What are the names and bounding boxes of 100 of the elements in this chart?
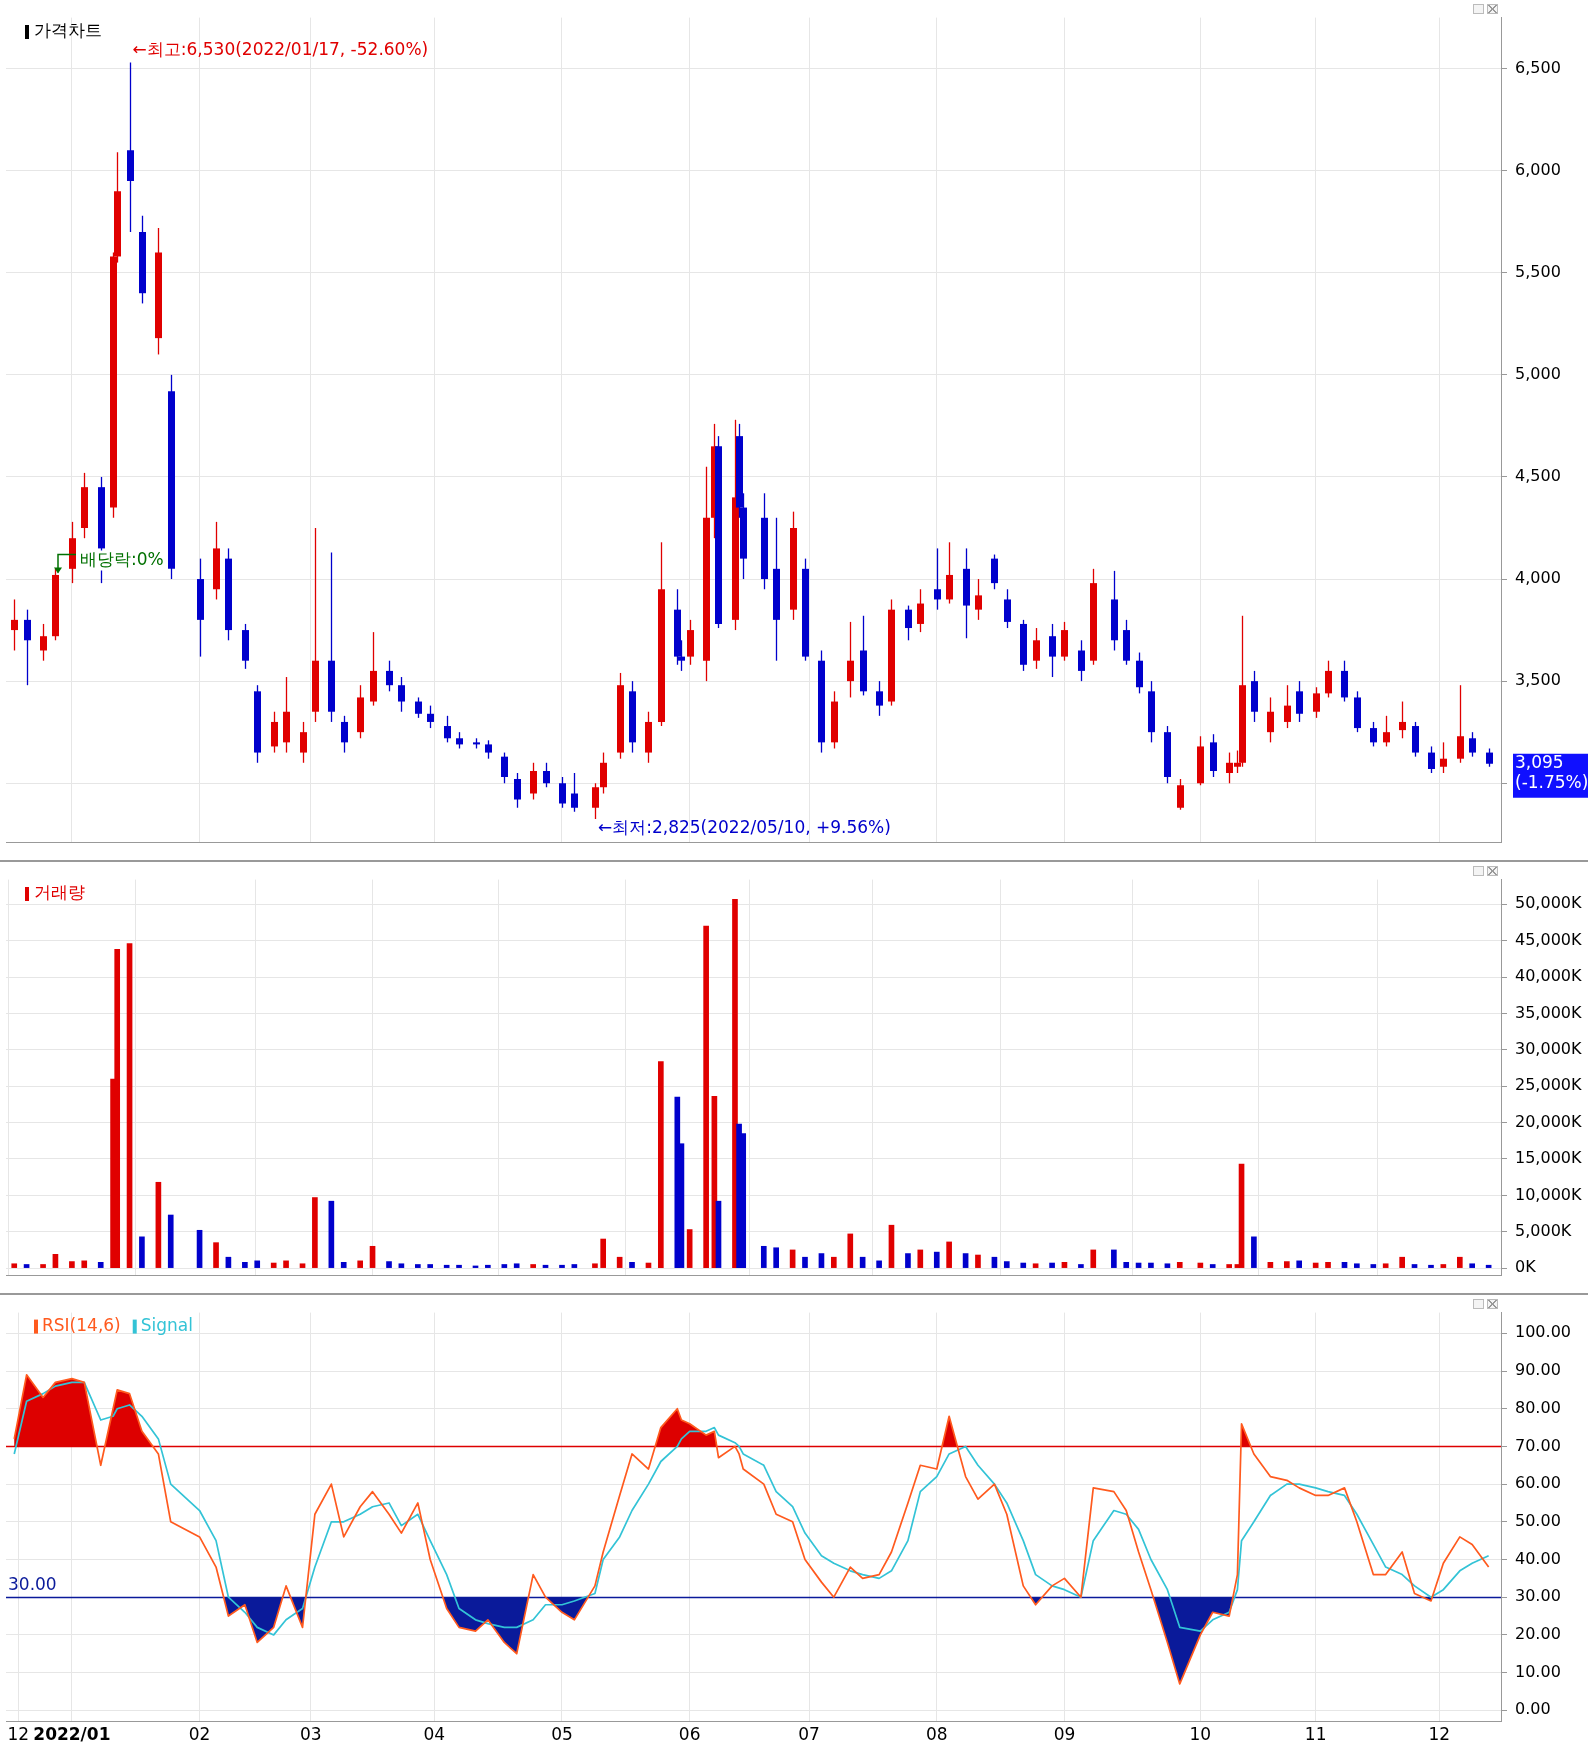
bar [69,1261,75,1268]
bar [283,1260,289,1268]
bar [1354,1263,1360,1268]
candlestick [847,621,854,699]
y-tick-label: 20,000K [1515,1111,1582,1131]
bar [97,1261,104,1268]
bar [1003,1261,1010,1268]
candlestick [398,676,405,713]
bar [530,1264,536,1268]
bar [559,1264,565,1268]
candlestick [1296,680,1303,723]
candlestick [1428,745,1435,774]
bar [1176,1261,1183,1268]
candlestick [341,715,348,754]
candlestick [485,739,492,760]
bar [1164,1263,1171,1268]
candlestick [876,680,883,717]
y-tick-label: 0K [1515,1257,1537,1277]
y-tick-label: 40,000K [1515,966,1582,986]
bar [299,1263,306,1268]
bar [312,1197,318,1268]
bar [962,1253,969,1268]
bar [501,1264,508,1268]
bar [254,1260,261,1268]
candlestick [1383,715,1390,748]
candlestick [24,609,31,686]
y-tick-label: 60.00 [1515,1473,1561,1493]
candlestick [1177,778,1184,811]
y-tick-label: 5,000 [1515,364,1561,384]
bar [905,1253,911,1268]
bar [1284,1261,1290,1268]
bar [658,1061,664,1268]
bar [830,1256,837,1268]
y-tick-label: 10.00 [1515,1661,1561,1681]
y-tick-label: 30,000K [1515,1039,1582,1059]
x-tick-label: 03 [299,1724,322,1745]
bar [427,1264,434,1268]
x-tick-label: 09 [1053,1724,1076,1745]
y-tick-label: 4,000 [1515,568,1561,588]
y-tick-label: 15,000K [1515,1148,1582,1168]
bar [1428,1264,1434,1268]
bar [1325,1261,1331,1268]
chart-title: 거래량 [34,882,85,903]
y-tick-label: 5,000K [1515,1220,1572,1240]
chart-title: 가격차트 [34,20,102,41]
bar [703,925,709,1268]
bar [876,1260,882,1268]
y-tick-label: 35,000K [1515,1002,1582,1022]
x-tick-label: 04 [423,1724,446,1745]
bar [485,1264,491,1268]
bar [1032,1263,1039,1268]
candlestick [1078,639,1085,682]
x-tick-label: 11 [1304,1724,1327,1745]
candlestick [1284,684,1291,729]
x-tick-label: 08 [925,1724,948,1745]
y-tick-label: 10,000K [1515,1184,1582,1204]
bar [802,1256,808,1268]
bar [443,1264,450,1268]
y-tick-label: 70.00 [1515,1435,1561,1455]
bar [242,1261,248,1268]
x-tick-label: 02 [188,1724,211,1745]
bar [386,1261,392,1268]
candlestick [1399,700,1406,739]
bar [23,1264,30,1268]
y-tick-label: 4,500 [1515,466,1561,486]
x-tick-label: 07 [798,1724,820,1745]
bar [513,1263,520,1268]
candlestick [905,604,912,641]
x-tick-label: 06 [678,1724,701,1745]
bar [40,1264,46,1268]
x-tick-label: 10 [1189,1724,1212,1745]
bar [456,1264,462,1268]
candlestick [571,772,578,813]
bar [1370,1264,1377,1268]
bar [1049,1262,1055,1268]
bar [629,1261,635,1268]
x-tick-label: 05 [551,1724,573,1745]
bar [340,1261,347,1268]
bar [600,1238,607,1268]
bar [1469,1263,1475,1268]
bar [213,1242,219,1268]
bar [946,1241,952,1268]
bar [1399,1256,1405,1268]
candlestick [543,762,550,788]
y-tick-label: 25,000K [1515,1075,1582,1095]
candlestick [514,772,521,809]
y-tick-label: 3,500 [1515,670,1561,690]
x-tick-label: 2022/01 [33,1724,111,1745]
bar [917,1249,924,1268]
candlestick [1313,686,1320,719]
annotation: ←최고:6,530(2022/01/17, -52.60%) [132,38,429,59]
candlestick [530,762,537,801]
bar [167,1214,174,1268]
bar [139,1236,145,1268]
x-tick-label: 12 [1428,1724,1451,1745]
y-tick-label: 50.00 [1515,1510,1561,1530]
candlestick [1004,588,1011,629]
candlestick [592,782,599,820]
bar [1148,1262,1154,1268]
bar [415,1264,421,1268]
